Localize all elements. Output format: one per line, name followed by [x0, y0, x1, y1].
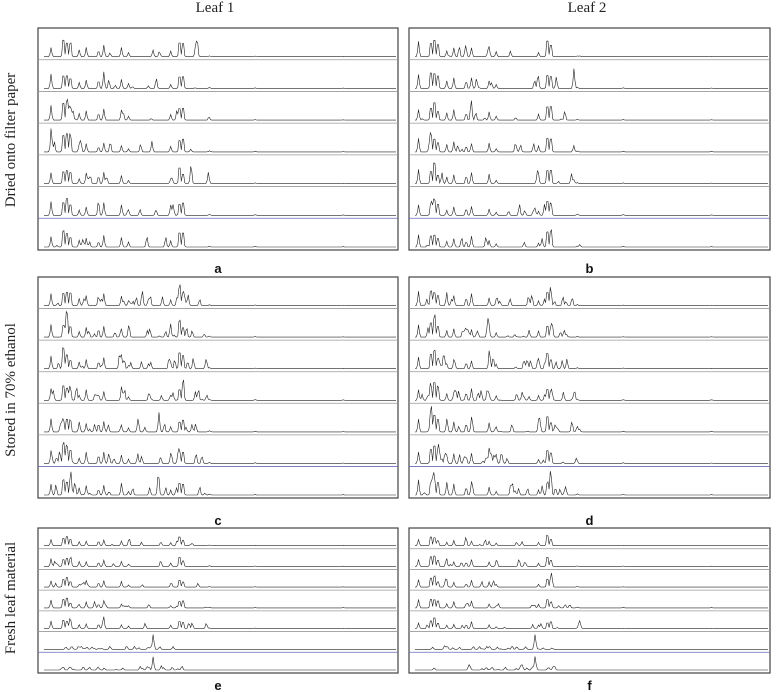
spectrum — [44, 284, 396, 306]
panel-label: a — [214, 261, 222, 276]
spectrum — [44, 379, 396, 401]
panel-label: c — [214, 513, 221, 528]
panel-label: e — [214, 678, 221, 692]
column-header: Leaf 2 — [568, 0, 607, 16]
spectrum — [414, 406, 768, 433]
spectrum — [44, 556, 396, 567]
spectrum — [414, 40, 768, 58]
row-header: Stored in 70% ethanol — [3, 323, 19, 457]
spectrum — [44, 39, 396, 58]
spectrum — [414, 198, 768, 216]
spectrum — [44, 597, 396, 609]
spectrum — [415, 656, 768, 671]
spectrum — [415, 100, 768, 121]
spectrum — [415, 555, 768, 567]
spectrum — [414, 443, 768, 464]
spectrum — [44, 441, 396, 465]
spectrum — [44, 71, 396, 89]
panel-label: f — [587, 678, 592, 692]
spectrum — [44, 230, 396, 248]
row-header: Dried onto filter paper — [3, 73, 19, 208]
panel-frame — [37, 276, 399, 499]
spectrum — [44, 198, 396, 216]
row-header: Fresh leaf material — [3, 542, 19, 654]
spectrum — [414, 349, 768, 370]
spectrum — [44, 656, 396, 671]
spectrum — [415, 634, 768, 650]
spectrum — [44, 536, 396, 547]
spectrum — [415, 314, 768, 338]
panel-frame — [37, 527, 399, 674]
spectrum — [44, 98, 396, 121]
spectrum — [414, 382, 768, 401]
spectrum — [44, 616, 396, 629]
spectrum — [44, 471, 396, 496]
panel-label: b — [586, 261, 594, 276]
spectrum — [44, 577, 396, 588]
spectrum — [414, 229, 768, 248]
spectrum — [44, 166, 396, 184]
spectrum — [414, 68, 768, 89]
spectrum — [414, 131, 768, 153]
panel-frame — [408, 527, 771, 674]
spectrum — [415, 572, 768, 588]
spectrum — [414, 470, 768, 496]
column-header: Leaf 1 — [196, 0, 235, 16]
spectrum — [44, 128, 396, 153]
spectrum — [414, 287, 768, 307]
spectrum — [44, 634, 396, 650]
spectrum — [44, 310, 396, 338]
spectrum — [415, 534, 768, 547]
panel-label: d — [586, 513, 594, 528]
spectrum — [44, 347, 396, 370]
spectrum — [414, 599, 768, 609]
spectrum — [44, 412, 396, 433]
panel-frame — [408, 27, 771, 251]
spectrum — [414, 617, 768, 629]
panel-frame — [37, 27, 399, 251]
panel-frame — [408, 276, 771, 499]
spectrum — [414, 162, 768, 185]
